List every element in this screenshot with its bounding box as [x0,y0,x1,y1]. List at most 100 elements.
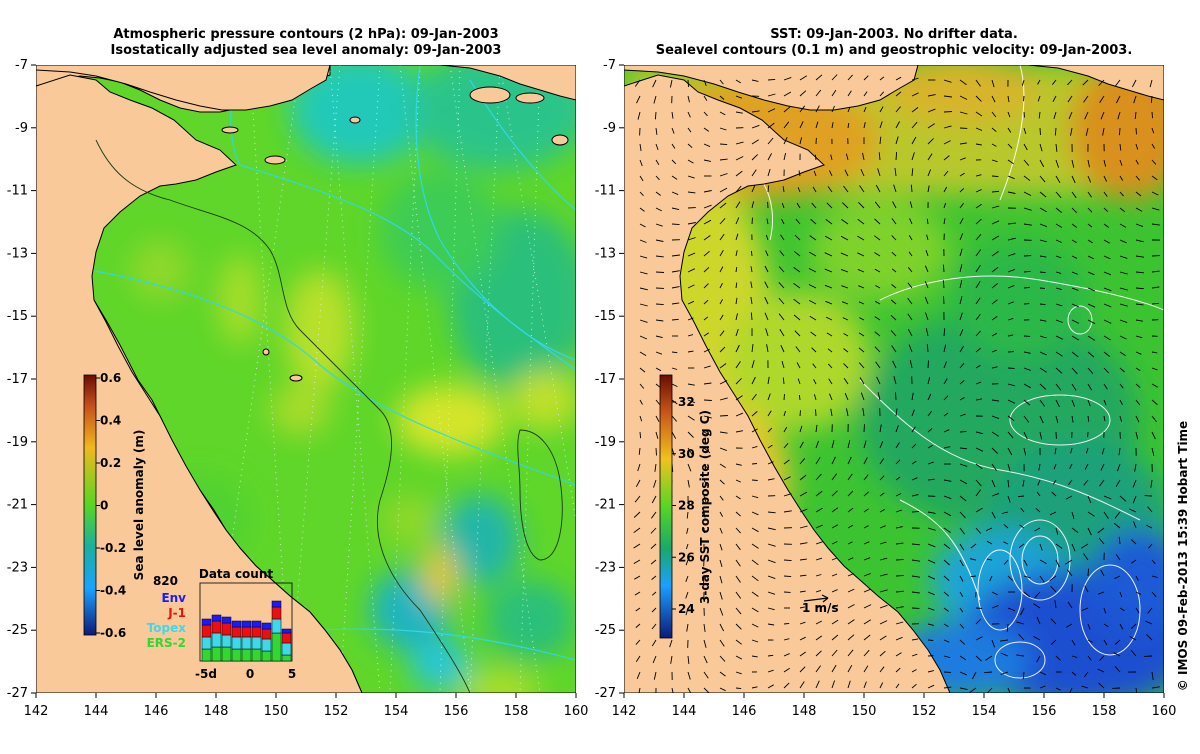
data-count-bar [212,621,221,633]
velocity-arrow [800,410,801,416]
x-tick-label: 158 [1092,704,1117,719]
y-tick-label: -13 [595,246,616,261]
data-count-bar [232,627,241,637]
satellite-legend-topex: Topex [147,621,187,635]
velocity-arrow [1151,96,1152,103]
data-count-bar [272,619,281,633]
data-count-bar [212,647,221,661]
right-map-panel [624,55,1200,710]
velocity-arrow [1008,368,1015,369]
velocity-arrow [752,218,753,224]
velocity-arrow [1024,112,1025,118]
y-tick-label: -7 [15,58,28,73]
y-tick-label: -25 [7,623,28,638]
y-tick-label: -19 [595,435,616,450]
x-tick-label: 148 [792,704,817,719]
data-count-bar [222,623,231,635]
velocity-arrow [784,560,792,561]
x-tick-label: 142 [612,704,637,719]
velocity-arrow [896,392,897,400]
sst-colorbar-label: 3-day SST composite (deg C) [698,410,712,604]
x-tick-label: 158 [504,704,529,719]
y-tick-label: -27 [7,686,28,701]
velocity-arrow [752,464,757,465]
sla-tick-label: 0.2 [100,456,121,470]
velocity-arrow [1088,569,1089,577]
satellite-legend-ers-2: ERS-2 [147,636,186,650]
data-count-bar [242,621,251,627]
y-tick-label: -21 [595,498,616,513]
velocity-arrow [896,575,904,576]
velocity-arrow [656,272,664,273]
data-count-bar [212,633,221,647]
data-count-max: 820 [153,574,178,588]
sla-tick-label: -0.4 [100,584,126,598]
sla-tick-label: 0.4 [100,414,121,428]
data-count-bar [242,637,251,649]
data-count-bar [232,621,241,627]
sla-tick-label: -0.2 [100,541,126,555]
data-count-bar [262,623,271,629]
data-count-bar [252,649,261,661]
x-tick-label: 154 [384,704,409,719]
velocity-arrow [655,112,656,119]
y-tick-label: -27 [595,686,616,701]
data-count-bar [242,627,251,637]
y-tick-label: -21 [7,498,28,513]
y-tick-label: -25 [595,623,616,638]
x-tick-label: 142 [24,704,49,719]
y-tick-label: -11 [7,184,28,199]
velocity-arrow [960,431,967,432]
sla-tick-label: 0 [100,499,108,513]
velocity-arrow [1024,96,1025,101]
data-count-bar [232,649,241,661]
velocity-arrow [720,416,728,417]
velocity-arrow [992,176,998,177]
x-tick-label: 156 [444,704,469,719]
sst-tick-label: 30 [678,447,695,461]
credit-text: © IMOS 09-Feb-2013 15:39 Hobart Time [1176,421,1190,691]
data-count-bar [202,625,211,637]
data-count-bar [272,633,281,661]
x-tick-label: 148 [204,704,229,719]
y-tick-label: -23 [595,560,616,575]
velocity-arrow [656,304,664,305]
data-count-bar [272,607,281,619]
data-count-bar [252,621,261,627]
sla-tick-label: -0.6 [100,626,126,640]
data-count-bar [262,629,271,639]
velocity-arrow [1024,304,1029,305]
x-tick-label: 154 [972,704,997,719]
velocity-arrow [752,480,758,481]
velocity-arrow [1040,288,1045,289]
x-tick-label: 146 [732,704,757,719]
x-tick-label: 144 [84,704,109,719]
velocity-arrow [944,672,951,673]
x-tick-label: 150 [264,704,289,719]
satellite-legend-j-1: J-1 [167,606,186,620]
data-count-bar [262,639,271,651]
velocity-arrow [1136,128,1137,134]
data-count-bar [222,635,231,647]
data-count-bar [222,617,231,623]
data-count-bar [212,615,221,621]
data-count-bar [282,629,291,633]
data-count-bar [232,637,241,649]
x-tick-label: 160 [1152,704,1177,719]
data-count-bar [202,637,211,649]
data-count-bar [282,655,291,661]
velocity-arrow [816,409,817,416]
velocity-arrow [784,394,785,400]
velocity-arrow [896,152,897,160]
velocity-arrow [864,424,865,432]
y-tick-label: -17 [7,372,28,387]
velocity-arrow [768,79,775,80]
left-title-line1: Atmospheric pressure contours (2 hPa): 0… [113,27,498,42]
sst-colorbar-gradient [660,375,672,638]
x-tick-label: 150 [852,704,877,719]
velocity-arrow [784,623,789,624]
data-count-bar [242,649,251,661]
velocity-arrow [672,224,680,225]
velocity-arrow [944,296,945,304]
data-count-bar [282,633,291,643]
